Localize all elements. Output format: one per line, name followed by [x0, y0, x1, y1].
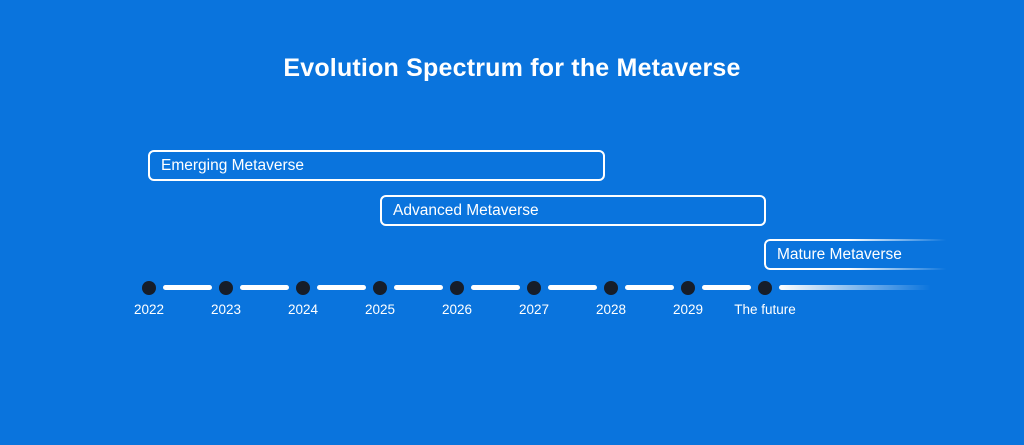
timeline-label-the-future: The future [734, 302, 796, 317]
phase-label-mature: Mature Metaverse [777, 245, 902, 263]
phase-box-advanced-outline [380, 195, 766, 226]
phase-box-mature-outline [764, 239, 952, 270]
timeline-dot-2027 [527, 281, 541, 295]
timeline-label-2022: 2022 [133, 302, 165, 317]
phase-box-advanced: Advanced Metaverse [380, 195, 766, 226]
phase-label-advanced: Advanced Metaverse [393, 201, 539, 219]
timeline-label-2023: 2023 [210, 302, 242, 317]
timeline-dot-2026 [450, 281, 464, 295]
timeline-label-2026: 2026 [441, 302, 473, 317]
timeline-dot-the-future [758, 281, 772, 295]
timeline-segment [394, 285, 443, 290]
timeline-dot-2024 [296, 281, 310, 295]
timeline-segment [625, 285, 674, 290]
phase-label-emerging: Emerging Metaverse [161, 156, 305, 174]
timeline-dot-2023 [219, 281, 233, 295]
timeline-segment [548, 285, 597, 290]
page-title: Evolution Spectrum for the Metaverse [283, 54, 741, 82]
timeline-label-2027: 2027 [518, 302, 550, 317]
timeline-dot-2025 [373, 281, 387, 295]
timeline-segment [317, 285, 366, 290]
phase-box-emerging-outline [148, 150, 605, 181]
timeline-fade-tail [779, 285, 931, 290]
timeline-segment [240, 285, 289, 290]
timeline-segment [163, 285, 212, 290]
timeline-dot-2029 [681, 281, 695, 295]
timeline-label-2029: 2029 [672, 302, 704, 317]
timeline-label-2028: 2028 [595, 302, 627, 317]
timeline-label-2024: 2024 [287, 302, 319, 317]
phase-box-mature: Mature Metaverse [764, 239, 952, 270]
timeline-dot-2028 [604, 281, 618, 295]
timeline-label-2025: 2025 [364, 302, 396, 317]
timeline-dot-2022 [142, 281, 156, 295]
timeline-segment [702, 285, 751, 290]
phase-box-emerging: Emerging Metaverse [148, 150, 605, 181]
timeline-segment [471, 285, 520, 290]
